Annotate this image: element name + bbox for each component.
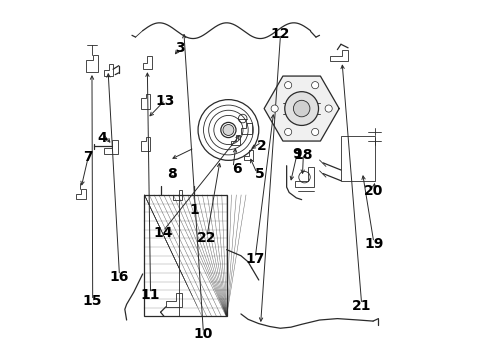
Text: 15: 15 [83,294,102,309]
Text: 10: 10 [193,327,213,341]
Text: 13: 13 [155,94,175,108]
Circle shape [293,100,309,117]
Text: 18: 18 [293,148,312,162]
Circle shape [284,129,291,135]
Text: 17: 17 [245,252,264,266]
Text: 19: 19 [364,237,383,251]
Text: 4: 4 [98,131,107,145]
Text: 1: 1 [189,203,199,217]
Text: 2: 2 [256,139,266,153]
Text: 14: 14 [153,226,172,240]
Text: 3: 3 [174,41,184,55]
Circle shape [270,105,278,112]
Text: 22: 22 [197,231,216,245]
Text: 12: 12 [270,27,290,41]
Circle shape [311,129,318,135]
Circle shape [223,125,233,135]
Text: 11: 11 [141,288,160,302]
Text: 16: 16 [110,270,129,284]
Text: 9: 9 [292,147,301,161]
Circle shape [284,82,291,89]
Text: 6: 6 [231,162,241,176]
Text: 8: 8 [167,167,177,181]
Circle shape [311,82,318,89]
Circle shape [284,92,318,125]
Text: 5: 5 [255,167,264,181]
Bar [340,136,374,181]
Text: 21: 21 [351,299,371,313]
Bar [144,195,226,316]
Text: 20: 20 [364,184,383,198]
Text: 7: 7 [83,150,93,164]
Circle shape [325,105,331,112]
Polygon shape [264,76,339,141]
